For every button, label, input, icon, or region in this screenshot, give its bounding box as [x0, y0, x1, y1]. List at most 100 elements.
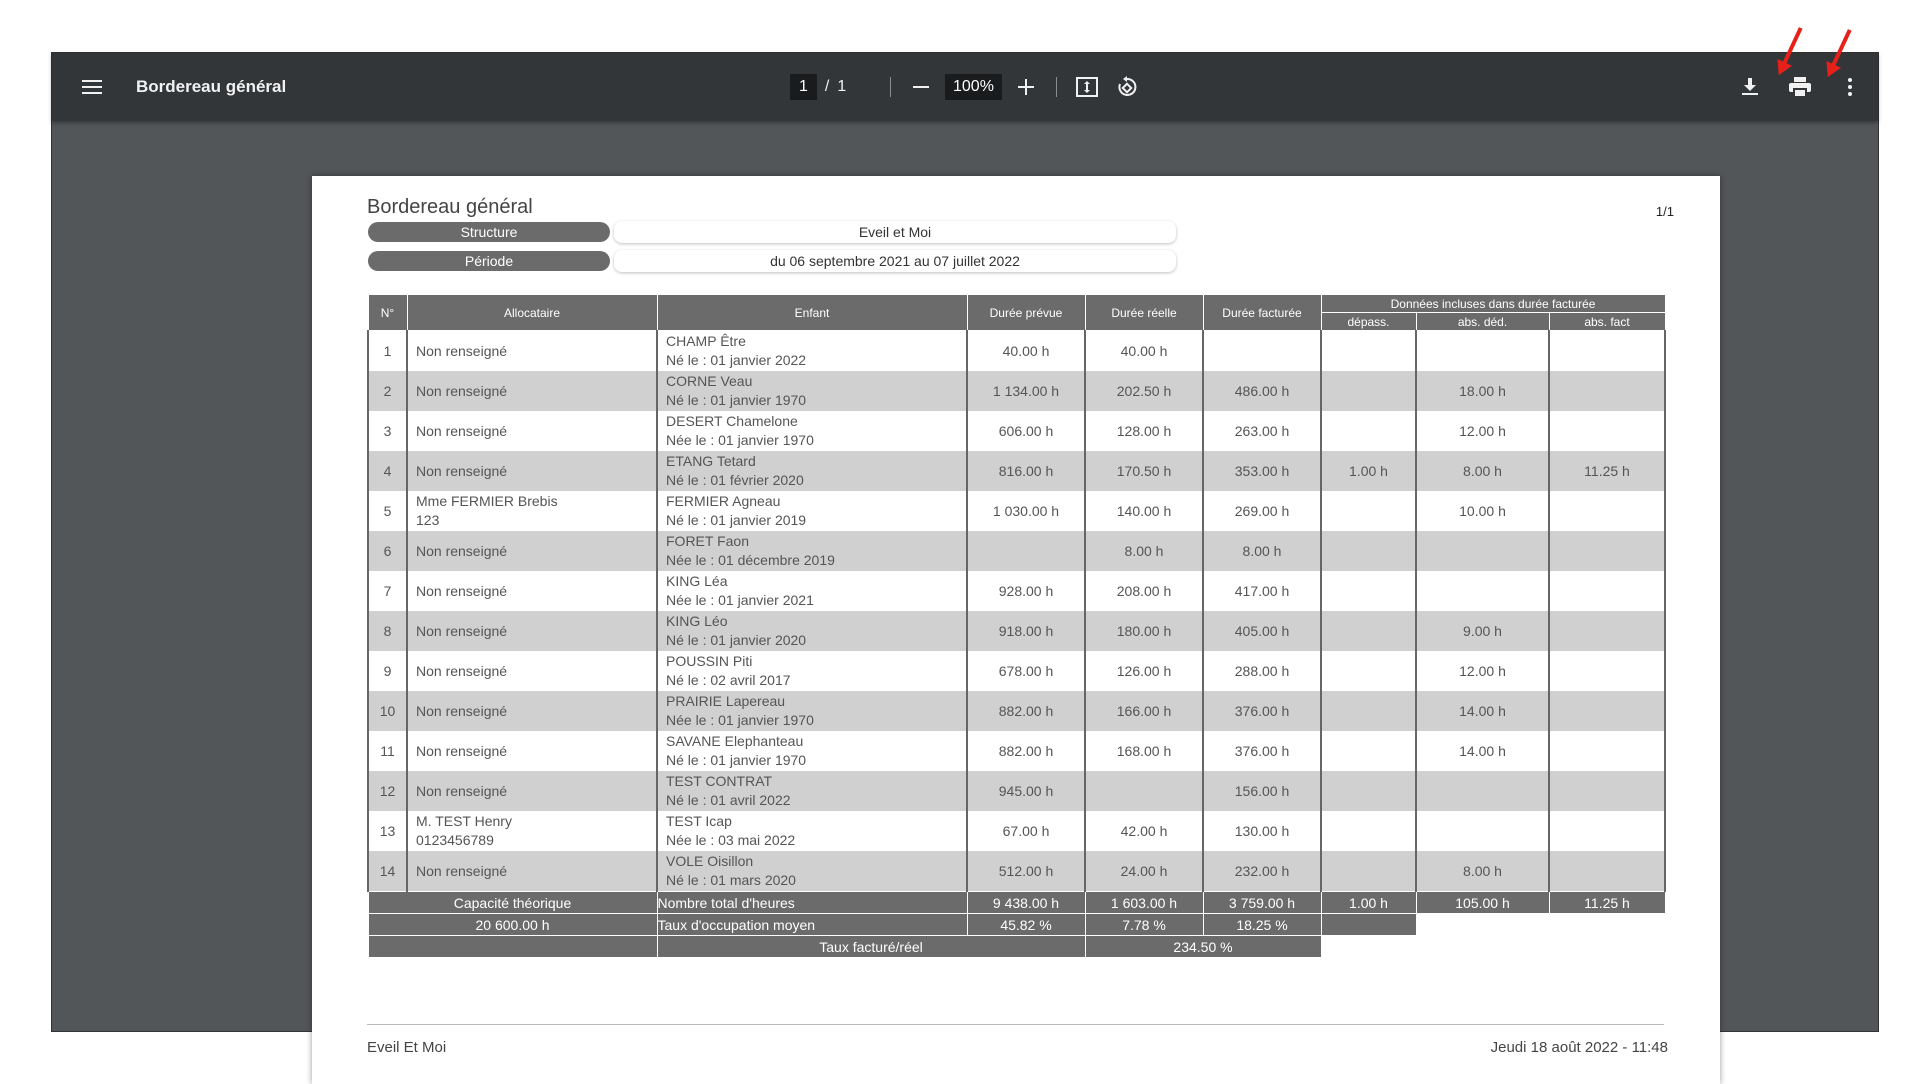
table-row: 8 Non renseigné KING Léo Né le : 01 janvier…	[367, 611, 1667, 651]
row-allocataire: Mme FERMIER Brebis 123	[406, 491, 658, 531]
row-abs-ded	[1415, 811, 1550, 851]
row-num-num: 14	[379, 863, 396, 879]
row-depass	[1320, 651, 1417, 691]
zoom-level-input[interactable]: 100%	[945, 74, 1002, 100]
row-abs-ded: 10.00 h	[1415, 491, 1550, 531]
row-duree-facturee-facturee: 486.00 h	[1234, 383, 1290, 399]
table-row: 3 Non renseigné DESERT Chamelone Née le : 0…	[367, 411, 1667, 451]
row-duree-reelle-reelle: 40.00 h	[1120, 343, 1168, 359]
row-num-num: 4	[383, 463, 392, 479]
row-duree-prevue: 882.00 h	[966, 731, 1086, 771]
row-enfant-enfant: CHAMP Être	[666, 333, 746, 349]
row-duree-prevue: 1 134.00 h	[966, 371, 1086, 411]
row-enfant-naissance: Né le : 01 janvier 2022	[666, 352, 807, 368]
row-enfant: CORNE Veau Né le : 01 janvier 1970	[656, 371, 968, 411]
row-abs-ded	[1415, 531, 1550, 571]
row-depass	[1320, 571, 1417, 611]
row-num: 9	[367, 651, 408, 691]
row-abs-ded: 8.00 h	[1415, 851, 1550, 892]
row-allocataire-alloc1: Non renseigné	[416, 782, 508, 799]
row-duree-prevue-prevue: 816.00 h	[998, 463, 1054, 479]
row-allocataire: Non renseigné	[406, 731, 658, 771]
plus-icon[interactable]	[1006, 67, 1046, 107]
capacite-label: Capacité théorique	[367, 891, 658, 914]
row-num-num: 11	[380, 743, 395, 759]
footer-organization: Eveil Et Moi	[367, 1039, 447, 1056]
row-depass	[1320, 731, 1417, 771]
row-duree-reelle: 126.00 h	[1084, 651, 1204, 691]
row-num: 7	[367, 571, 408, 611]
row-abs-fact-abs-fact: 11.25 h	[1584, 463, 1630, 479]
row-enfant: CHAMP Être Né le : 01 janvier 2022	[656, 330, 968, 371]
row-allocataire-alloc1: Mme FERMIER Brebis	[416, 493, 558, 509]
row-allocataire: Non renseigné	[406, 531, 658, 571]
row-abs-fact: 11.25 h	[1547, 451, 1667, 491]
occupation-row: 20 600.00 h Taux d'occupation moyen 45.8…	[367, 913, 1666, 936]
row-duree-facturee: 376.00 h	[1202, 691, 1322, 731]
row-depass	[1320, 691, 1417, 731]
more-vertical-icon[interactable]	[1830, 67, 1870, 107]
document-title: Bordereau général	[136, 77, 287, 96]
row-duree-facturee-facturee: 405.00 h	[1234, 623, 1290, 639]
row-enfant-enfant: TEST Icap	[666, 813, 732, 829]
row-duree-facturee-facturee: 232.00 h	[1234, 863, 1290, 879]
table-row: 7 Non renseigné KING Léa Née le : 01 janvie…	[367, 571, 1667, 611]
row-abs-ded	[1415, 771, 1550, 811]
row-duree-facturee: 269.00 h	[1202, 491, 1322, 531]
blank-cell	[1549, 913, 1666, 936]
row-allocataire: Non renseigné	[406, 371, 658, 411]
row-allocataire-alloc1: M. TEST Henry	[416, 813, 512, 829]
row-depass	[1320, 491, 1417, 531]
row-num-num: 2	[383, 383, 392, 399]
taux-fr-label: Taux facturé/réel	[656, 935, 1086, 958]
table-row: 10 Non renseigné PRAIRIE Lapereau Née le : …	[367, 691, 1667, 731]
header-duree-prevue: Durée prévue	[966, 294, 1086, 331]
fit-page-icon[interactable]	[1067, 67, 1107, 107]
row-allocataire: Non renseigné	[406, 611, 658, 651]
row-duree-prevue-prevue: 882.00 h	[998, 743, 1054, 759]
row-duree-reelle: 140.00 h	[1084, 491, 1204, 531]
row-num-num: 10	[379, 703, 396, 719]
row-duree-facturee-facturee: 288.00 h	[1234, 663, 1290, 679]
table-row: 4 Non renseigné ETANG Tetard Né le : 01 fév…	[367, 451, 1667, 491]
row-enfant: POUSSIN Piti Né le : 02 avril 2017	[656, 651, 968, 691]
row-num-num: 6	[383, 543, 392, 559]
download-icon[interactable]	[1730, 67, 1770, 107]
print-icon[interactable]	[1780, 67, 1820, 107]
row-duree-reelle: 170.50 h	[1084, 451, 1204, 491]
report-page-number: 1/1	[1655, 204, 1674, 219]
row-allocataire: Non renseigné	[406, 451, 658, 491]
table-row: 14 Non renseigné VOLE Oisillon Né le : 01 m…	[367, 851, 1667, 892]
row-duree-reelle: 40.00 h	[1084, 330, 1204, 371]
minus-icon[interactable]	[901, 67, 941, 107]
row-abs-fact	[1547, 651, 1667, 691]
row-duree-facturee: 486.00 h	[1202, 371, 1322, 411]
row-depass	[1320, 851, 1417, 892]
row-enfant: KING Léa Née le : 01 janvier 2021	[656, 571, 968, 611]
blank-cell	[1416, 913, 1549, 936]
row-duree-facturee: 376.00 h	[1202, 731, 1322, 771]
row-duree-reelle-reelle: 8.00 h	[1124, 543, 1164, 559]
row-allocataire-alloc1: Non renseigné	[416, 582, 508, 599]
header-group: Données incluses dans durée facturée	[1320, 294, 1666, 313]
row-duree-prevue	[966, 531, 1086, 571]
pdf-page: Bordereau général 1/1 Structure Eveil et…	[312, 176, 1720, 1084]
pdf-viewer: Bordereau général 1 / 1 100%	[51, 52, 1879, 1084]
structure-value: Eveil et Moi	[614, 221, 1176, 243]
rotate-icon[interactable]	[1107, 67, 1147, 107]
row-duree-reelle-reelle: 140.00 h	[1116, 503, 1172, 519]
row-duree-facturee-facturee: 156.00 h	[1234, 783, 1290, 799]
page-number-input[interactable]: 1	[790, 74, 817, 100]
row-enfant-naissance: Né le : 02 avril 2017	[666, 672, 791, 688]
row-enfant-enfant: PRAIRIE Lapereau	[666, 693, 786, 709]
row-duree-prevue: 816.00 h	[966, 451, 1086, 491]
hamburger-icon[interactable]	[72, 67, 112, 107]
row-num: 3	[367, 411, 408, 451]
row-allocataire: Non renseigné	[406, 411, 658, 451]
row-duree-facturee: 232.00 h	[1202, 851, 1322, 892]
periode-label: Période	[368, 251, 610, 271]
row-duree-prevue-prevue: 678.00 h	[998, 663, 1054, 679]
table-row: 11 Non renseigné SAVANE Elephanteau Né le :…	[367, 731, 1667, 771]
header-duree-facturee: Durée facturée	[1202, 294, 1322, 331]
row-allocataire-alloc1: Non renseigné	[416, 382, 508, 399]
